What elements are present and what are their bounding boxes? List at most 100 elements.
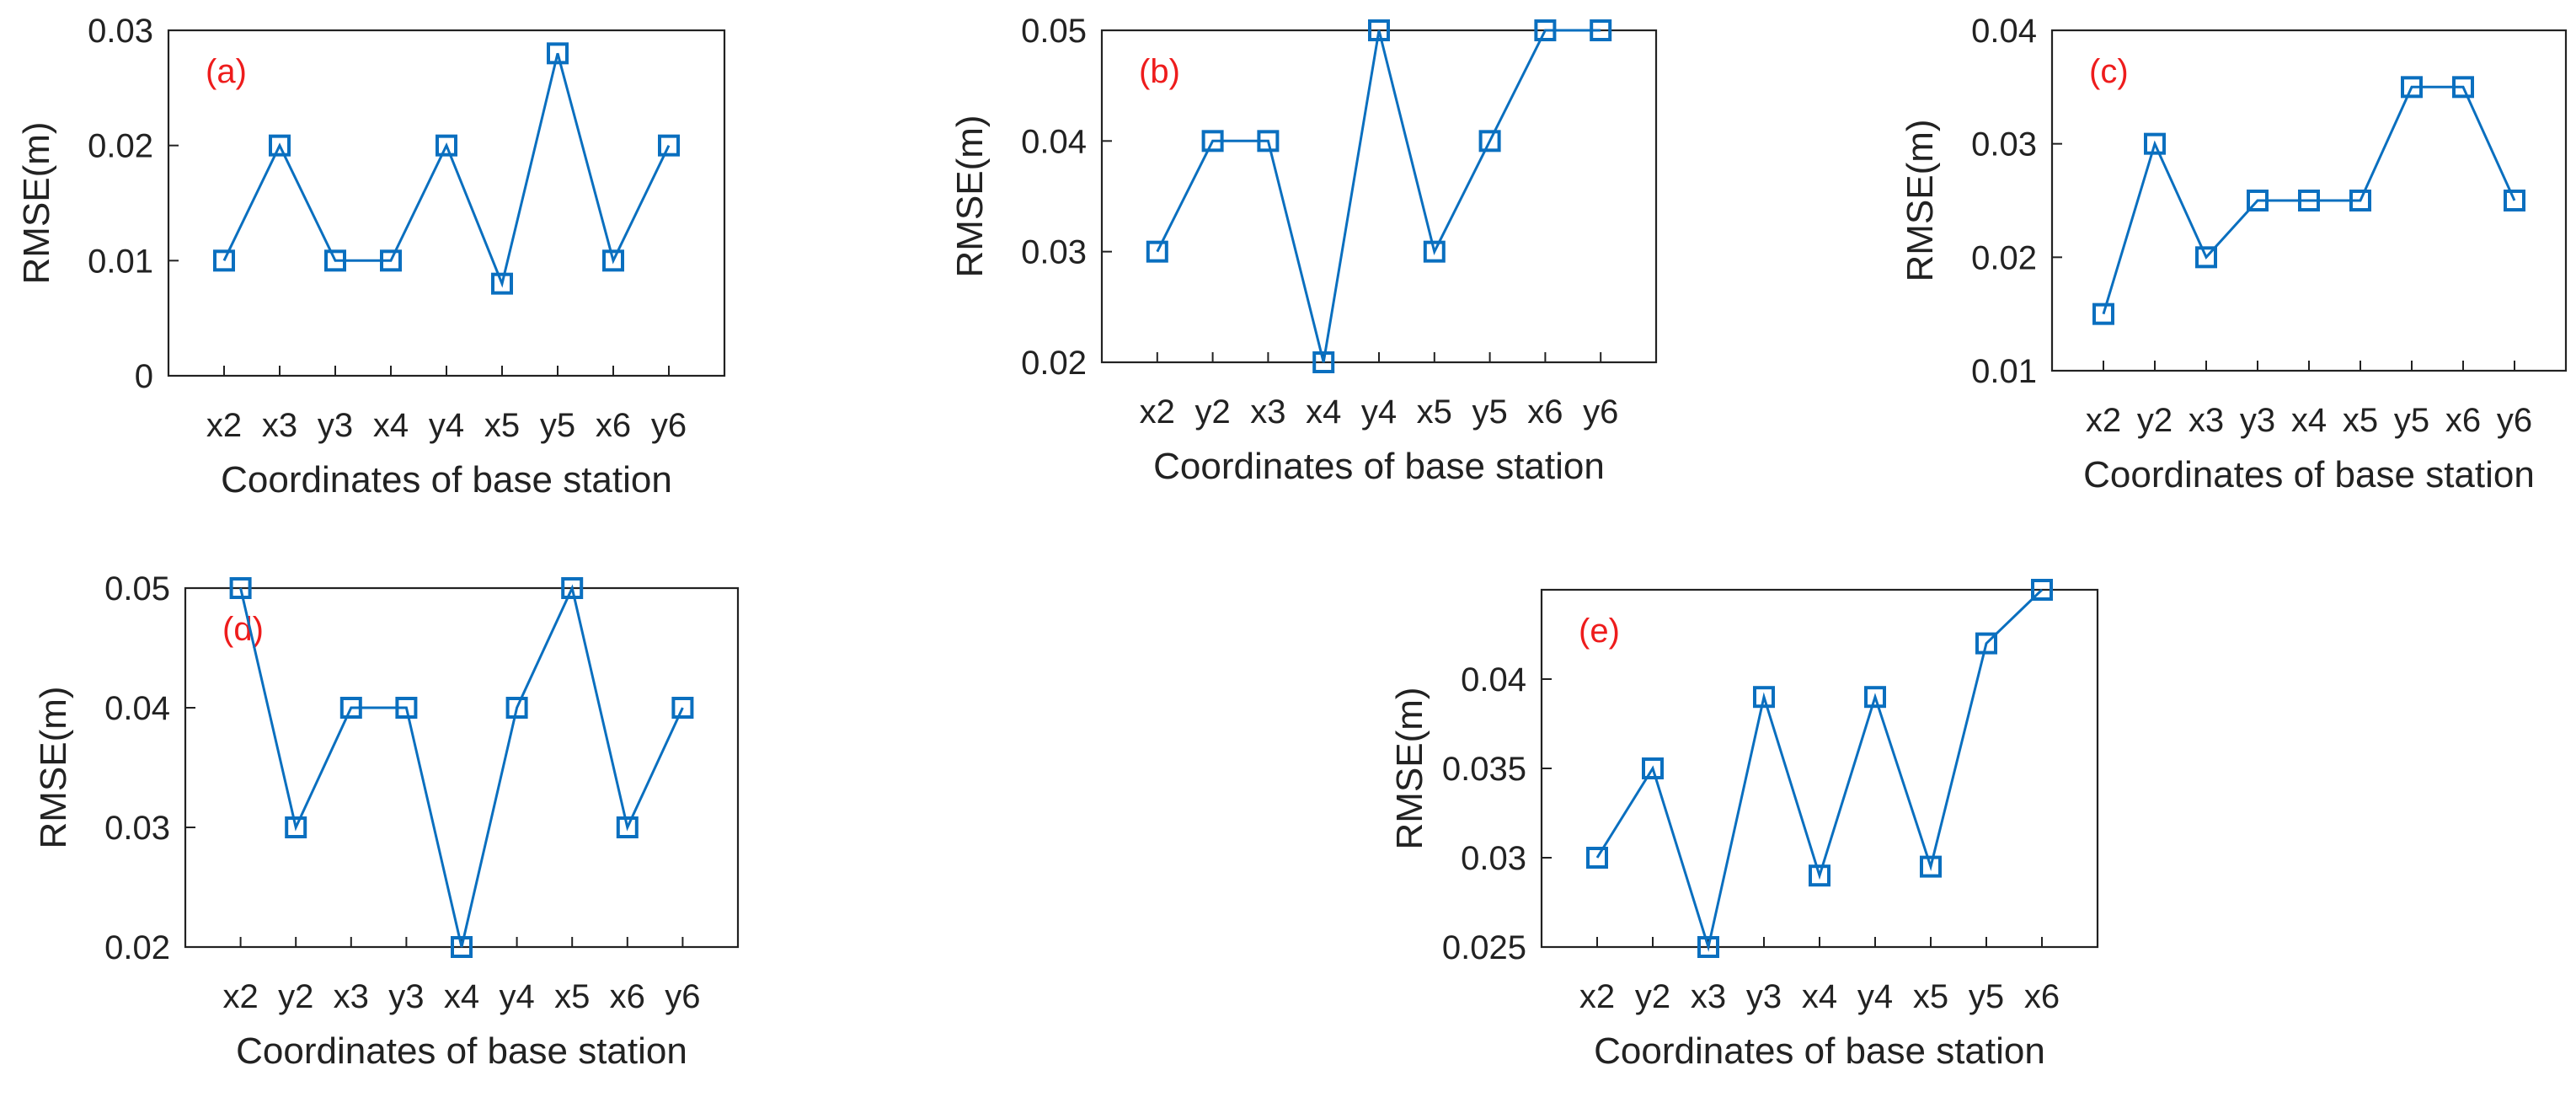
data-point xyxy=(1423,240,1446,263)
series-line xyxy=(2102,85,2516,315)
x-tick-label: x4 xyxy=(2291,402,2327,439)
y-axis-title: RMSE(m) xyxy=(949,115,991,277)
data-point xyxy=(616,816,639,838)
y-tick-label: 0.05 xyxy=(1021,13,1087,50)
x-tick-label: x5 xyxy=(1913,978,1948,1015)
y-tick-label: 0.02 xyxy=(104,929,170,966)
data-point xyxy=(2144,132,2166,155)
x-tick-label: y5 xyxy=(540,407,575,444)
y-tick-label: 0.035 xyxy=(1442,751,1526,788)
data-point xyxy=(2401,76,2423,99)
x-tick-label: x4 xyxy=(373,407,409,444)
x-tick-label: x3 xyxy=(1250,393,1285,431)
y-tick-label: 0.04 xyxy=(1021,123,1087,160)
panel-label: (a) xyxy=(206,53,247,90)
data-point xyxy=(285,816,307,838)
data-point xyxy=(1146,240,1168,263)
x-tick-label: x2 xyxy=(1579,978,1615,1015)
data-point xyxy=(213,249,235,272)
data-point xyxy=(1586,847,1608,869)
y-axis-title: RMSE(m) xyxy=(1389,687,1430,849)
y-tick-label: 0.02 xyxy=(1021,345,1087,382)
x-tick-label: y2 xyxy=(2137,402,2172,439)
data-point xyxy=(269,134,291,157)
x-tick-label: y2 xyxy=(1635,978,1670,1015)
data-point xyxy=(547,42,569,65)
x-tick-label: x5 xyxy=(1417,393,1452,431)
x-tick-label: y4 xyxy=(499,978,534,1015)
x-tick-label: y3 xyxy=(2240,402,2275,439)
data-point xyxy=(561,577,584,599)
data-point xyxy=(602,249,624,272)
data-point xyxy=(451,936,473,958)
x-tick-label: x4 xyxy=(444,978,479,1015)
data-point xyxy=(380,249,402,272)
x-tick-label: y2 xyxy=(1194,393,1230,431)
x-tick-label: x4 xyxy=(1802,978,1837,1015)
data-point xyxy=(1312,351,1335,373)
series-line xyxy=(222,52,671,288)
series-line xyxy=(1595,588,2044,952)
x-tick-label: x3 xyxy=(262,407,297,444)
y-tick-label: 0.04 xyxy=(104,690,170,727)
x-tick-label: y5 xyxy=(1472,393,1507,431)
x-tick-label: x6 xyxy=(2445,402,2481,439)
y-tick-label: 0.03 xyxy=(1021,234,1087,271)
y-tick-label: 0.03 xyxy=(1971,126,2037,163)
data-point xyxy=(1975,632,1997,655)
data-point xyxy=(491,272,513,295)
data-point xyxy=(2195,246,2217,269)
data-point xyxy=(1753,686,1775,709)
y-tick-label: 0.02 xyxy=(88,128,153,165)
y-tick-label: 0.01 xyxy=(1971,353,2037,390)
x-tick-label: x5 xyxy=(2343,402,2378,439)
x-tick-label: x5 xyxy=(484,407,520,444)
y-tick-label: 0.04 xyxy=(1971,13,2037,50)
x-tick-label: y5 xyxy=(1969,978,2004,1015)
x-tick-label: y3 xyxy=(388,978,424,1015)
data-point xyxy=(671,697,694,719)
x-tick-label: x3 xyxy=(334,978,369,1015)
x-tick-label: y6 xyxy=(1583,393,1618,431)
chart-panel-b: 0.02 0.03 0.04 0.05 x2 y2 x3 x4 y4 x5 y5 x6 y6 Coordi… xyxy=(949,13,1658,487)
data-point xyxy=(1642,757,1664,779)
data-point xyxy=(2504,190,2525,211)
panel-label: (c) xyxy=(2089,53,2129,90)
x-tick-label: x6 xyxy=(610,978,645,1015)
data-point xyxy=(436,134,457,157)
data-point xyxy=(324,249,346,272)
data-point xyxy=(2349,190,2371,211)
y-tick-label: 0 xyxy=(135,358,153,395)
data-point xyxy=(1809,864,1830,887)
x-tick-label: y4 xyxy=(1857,978,1893,1015)
x-tick-label: y6 xyxy=(651,407,687,444)
data-point xyxy=(1368,19,1390,41)
x-tick-label: x2 xyxy=(1140,393,1175,431)
series-line xyxy=(239,584,684,948)
chart-panel-d: 0.02 0.03 0.04 0.05 x2 y2 x3 y3 x4 y4 x5 x6 y6 Coordi… xyxy=(33,570,740,1072)
data-point xyxy=(1201,130,1224,153)
y-axis-title: RMSE(m) xyxy=(16,121,57,284)
data-point xyxy=(1257,130,1280,153)
y-axis-title: RMSE(m) xyxy=(33,686,74,848)
x-axis-title: Coordinates of base station xyxy=(236,1030,687,1072)
x-tick-label: y6 xyxy=(665,978,700,1015)
plot-frame xyxy=(1540,588,2099,949)
panel-label: (e) xyxy=(1579,613,1620,650)
x-tick-label: x6 xyxy=(596,407,631,444)
data-point xyxy=(1920,855,1942,878)
series-line xyxy=(1156,29,1601,363)
data-point xyxy=(1534,19,1557,41)
x-tick-label: y3 xyxy=(1746,978,1782,1015)
x-tick-label: x5 xyxy=(554,978,590,1015)
x-tick-label: y4 xyxy=(429,407,464,444)
data-point xyxy=(1590,19,1612,41)
x-tick-label: y6 xyxy=(2497,402,2532,439)
data-point xyxy=(1864,686,1886,709)
data-point xyxy=(1697,936,1719,958)
x-tick-label: x2 xyxy=(206,407,242,444)
x-axis-title: Coordinates of base station xyxy=(2083,454,2535,495)
y-tick-label: 0.03 xyxy=(1461,840,1526,877)
x-tick-label: y3 xyxy=(318,407,353,444)
